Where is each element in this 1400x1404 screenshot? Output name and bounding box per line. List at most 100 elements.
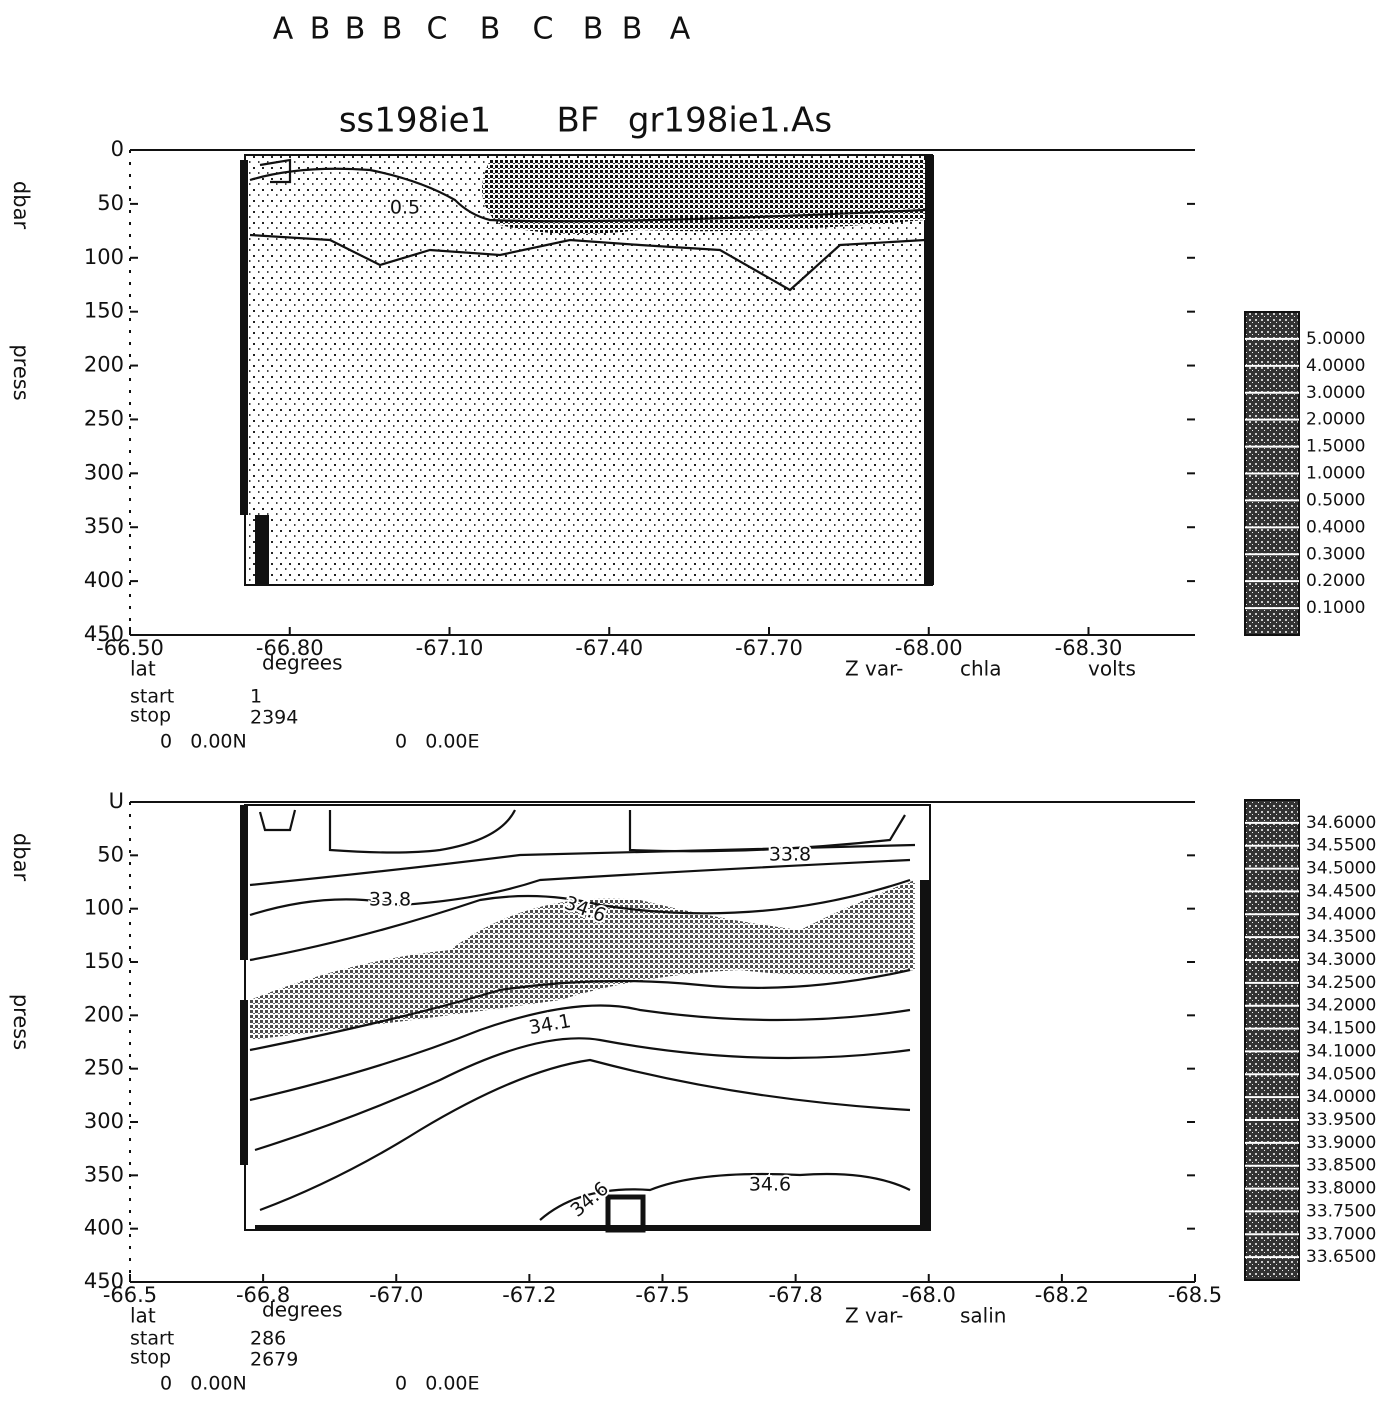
colorbar-label: 0.2000 <box>1306 571 1365 591</box>
info-value: 2394 <box>250 707 298 729</box>
colorbar-label: 34.1000 <box>1306 1041 1376 1061</box>
station-label: A <box>273 12 294 47</box>
x-axis-label: lat <box>130 657 156 681</box>
x-tick-label: -67.8 <box>768 1283 822 1307</box>
variable: salin <box>960 1304 1006 1328</box>
colorbar-label: 1.5000 <box>1306 437 1365 457</box>
y-tick-label: 50 <box>97 842 124 866</box>
station-label: B <box>480 12 501 47</box>
x-tick-label: -67.40 <box>575 636 643 660</box>
contour-label: 34.6 <box>749 1174 791 1196</box>
colorbar-label: 34.0000 <box>1306 1087 1376 1107</box>
y-tick-label: 200 <box>84 353 124 377</box>
zvar-label: Z var- <box>845 1304 903 1328</box>
station-label: A <box>670 12 691 47</box>
colorbar-label: 34.0500 <box>1306 1064 1376 1084</box>
field <box>240 804 931 1233</box>
colorbar-label: 34.3500 <box>1306 927 1376 947</box>
chart-title: ss198ie1 <box>339 101 491 141</box>
colorbar-label: 2.0000 <box>1306 410 1365 430</box>
y-tick-label: 100 <box>84 245 124 269</box>
y-axis-unit: dbar <box>9 181 33 230</box>
x-tick-label: -68.00 <box>895 636 963 660</box>
colorbar-label: 33.7000 <box>1306 1224 1376 1244</box>
colorbar-label: 33.8500 <box>1306 1156 1376 1176</box>
x-axis-label: lat <box>130 1304 156 1328</box>
origin: 0 0.00E <box>395 1373 480 1395</box>
origin: 0 0.00E <box>395 731 480 753</box>
x-tick-label: -67.0 <box>369 1283 423 1307</box>
colorbar-label: 33.8000 <box>1306 1179 1376 1199</box>
x-tick-label: -67.10 <box>416 636 484 660</box>
info-label: start <box>130 1328 174 1350</box>
origin: 0 0.00N <box>160 731 247 753</box>
station-label: B <box>310 12 331 47</box>
x-tick-label: -66.50 <box>96 636 164 660</box>
colorbar-label: 33.9500 <box>1306 1110 1376 1130</box>
colorbar-label: 3.0000 <box>1306 383 1365 403</box>
colorbar-label: 4.0000 <box>1306 356 1365 376</box>
contour-label: 33.8 <box>369 889 411 911</box>
y-axis-label: press <box>9 994 33 1050</box>
colorbar-label: 34.2000 <box>1306 996 1376 1016</box>
y-tick-label: 400 <box>84 1216 124 1240</box>
colorbar-label: 0.1000 <box>1306 598 1365 618</box>
colorbar-label: 34.4500 <box>1306 881 1376 901</box>
y-tick-label: 300 <box>84 1109 124 1133</box>
colorbar-label: 33.7500 <box>1306 1201 1376 1221</box>
info-label: stop <box>130 705 171 727</box>
colorbar-label: 34.1500 <box>1306 1019 1376 1039</box>
info-label: start <box>130 686 174 708</box>
info-value: 286 <box>250 1328 286 1350</box>
x-axis-unit: degrees <box>262 1298 343 1322</box>
colorbar-label: 34.6000 <box>1306 813 1376 833</box>
y-tick-label: 150 <box>84 949 124 973</box>
y-tick-label: 200 <box>84 1002 124 1026</box>
info-value: 1 <box>250 686 262 708</box>
x-tick-label: -68.2 <box>1035 1283 1089 1307</box>
x-tick-label: -67.70 <box>735 636 803 660</box>
y-tick-label: 250 <box>84 406 124 430</box>
colorbar-label: 0.3000 <box>1306 544 1365 564</box>
x-axis-unit: degrees <box>262 651 343 675</box>
colorbar-label: 0.5000 <box>1306 490 1365 510</box>
colorbar <box>1244 799 1300 1281</box>
colorbar-label: 34.5500 <box>1306 836 1376 856</box>
contour-label: 33.8 <box>769 844 811 866</box>
y-tick-label: 100 <box>84 896 124 920</box>
colorbar-label: 34.2500 <box>1306 973 1376 993</box>
colorbar-label: 1.0000 <box>1306 464 1365 484</box>
y-axis-unit: dbar <box>9 833 33 882</box>
colorbar-label: 34.4000 <box>1306 904 1376 924</box>
y-tick-label: 450 <box>84 1269 124 1293</box>
y-tick-label: 400 <box>84 568 124 592</box>
y-tick-label: 50 <box>97 191 124 215</box>
x-tick-label: -68.30 <box>1055 636 1123 660</box>
x-tick-label: -66.8 <box>236 1283 290 1307</box>
colorbar-label: 5.0000 <box>1306 329 1365 349</box>
station-label: C <box>427 12 448 47</box>
colorbar-label: 33.6500 <box>1306 1247 1376 1267</box>
x-tick-label: -68.0 <box>902 1283 956 1307</box>
x-tick-label: -66.5 <box>103 1283 157 1307</box>
info-label: stop <box>130 1347 171 1369</box>
contour-label: 0.5 <box>390 197 420 219</box>
y-tick-label: 250 <box>84 1056 124 1080</box>
y-axis-label: press <box>9 344 33 400</box>
y-tick-label: 350 <box>84 1162 124 1186</box>
y-tick-label: 300 <box>84 460 124 484</box>
colorbar-label: 34.5000 <box>1306 859 1376 879</box>
x-tick-label: -68.5 <box>1168 1283 1222 1307</box>
station-label: B <box>583 12 604 47</box>
colorbar-label: 34.3000 <box>1306 950 1376 970</box>
variable: chla <box>960 657 1001 681</box>
station-label: B <box>622 12 643 47</box>
station-label: B <box>382 12 403 47</box>
station-label: C <box>533 12 554 47</box>
station-label: B <box>345 12 366 47</box>
colorbar-label: 33.9000 <box>1306 1133 1376 1153</box>
x-tick-label: -67.2 <box>502 1283 556 1307</box>
field <box>240 154 934 586</box>
y-tick-label: 450 <box>84 622 124 646</box>
